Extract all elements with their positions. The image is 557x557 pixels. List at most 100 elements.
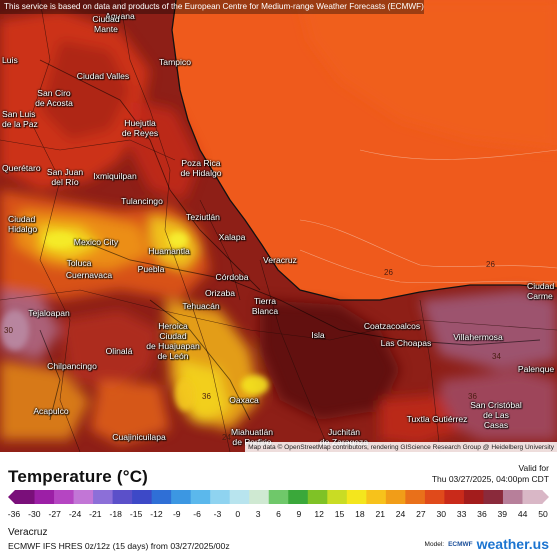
map-attribution: Map data © OpenStreetMap contributors, r… [245, 442, 557, 452]
colorbar-tick-label: 39 [497, 509, 508, 519]
colorbar-segment [288, 490, 309, 504]
colorbar-segment [190, 490, 211, 504]
city-label[interactable]: Tuxtla Gutiérrez [406, 414, 468, 424]
temperature-colorbar [8, 490, 549, 504]
city-label[interactable]: Poza Rica de Hidalgo [180, 158, 222, 178]
model-run: ECMWF IFS HRES 0z/12z (15 days) from 03/… [8, 541, 230, 551]
colorbar-tick-label: 27 [416, 509, 426, 519]
city-label[interactable]: Mexico City [73, 237, 119, 247]
isotherm-label: 36 [202, 392, 211, 401]
city-label[interactable]: Heroica Ciudad de Huajuapan de León [146, 321, 200, 361]
colorbar-tick-label: 15 [334, 509, 345, 519]
city-label[interactable]: Ciudad Carme [527, 281, 555, 301]
colorbar-tick-label: -27 [48, 509, 61, 519]
city-label[interactable]: San Luis de la Paz [2, 109, 38, 129]
city-label[interactable]: Ciudad Hidalgo [8, 214, 38, 234]
city-label[interactable]: Córdoba [215, 272, 249, 282]
city-label[interactable]: Xalapa [218, 232, 246, 242]
colorbar-tick-label: -36 [7, 509, 21, 519]
city-label[interactable]: Puebla [137, 264, 165, 274]
colorbar-min-arrow [8, 490, 15, 504]
colorbar-tick-label: 12 [314, 509, 324, 519]
colorbar-tick-label: 9 [296, 509, 302, 519]
colorbar-max-arrow [542, 490, 549, 504]
city-label[interactable]: Tulancingo [121, 196, 163, 206]
city-label[interactable]: Oaxaca [229, 395, 259, 405]
gulf-warm-area [300, 0, 557, 150]
city-label[interactable]: Tejaloapan [28, 308, 70, 318]
city-label[interactable]: Ixmiquilpan [93, 171, 137, 181]
city-label[interactable]: Tehuacán [182, 301, 220, 311]
city-label[interactable]: Querétaro [2, 163, 41, 173]
colorbar-tick-label: 0 [235, 509, 241, 519]
city-label[interactable]: Cuajinicuilapa [112, 432, 166, 442]
colorbar-segment [463, 490, 485, 504]
city-label[interactable]: Ciudad Valles [76, 71, 130, 81]
city-label[interactable]: Tampico [159, 57, 191, 67]
colorbar-segment [93, 490, 114, 504]
city-label[interactable]: Luis [2, 55, 18, 65]
isotherms [299, 149, 557, 283]
city-label[interactable]: Huamantla [148, 246, 190, 256]
colorbar-segment [171, 490, 192, 504]
city-label[interactable]: Veracruz [263, 255, 297, 265]
colorbar-segment [15, 490, 36, 504]
roads [39, 59, 541, 421]
map-canvas [0, 0, 557, 452]
city-label[interactable]: San Ciro de Acosta [35, 88, 73, 108]
city-label[interactable]: Isla [311, 330, 325, 340]
city-label[interactable]: Villahermosa [453, 332, 503, 342]
colorbar-segment [268, 490, 289, 504]
city-label[interactable]: Teziutlán [186, 212, 220, 222]
colorbar-segment [249, 490, 270, 504]
colorbar-tick-label: -30 [28, 509, 41, 519]
city-label[interactable]: Orizaba [204, 288, 236, 298]
colorbar-tick-label: 50 [538, 509, 548, 519]
valid-datetime: Thu 03/27/2025, 04:00pm CDT [431, 474, 549, 484]
colorbar-tick-label: 24 [395, 509, 406, 519]
valid-time: Valid for Thu 03/27/2025, 04:00pm CDT [432, 463, 549, 485]
colorbar-ticks: -36 -30 -27 -24 -21 -18 -15 -12 -9 -6 -3 0 3 6 9 12 15 18… [8, 509, 548, 521]
city-label[interactable]: Chilpancingo [47, 361, 97, 371]
city-label[interactable]: Tierra Blanca [251, 296, 279, 316]
hot-spots [1, 232, 269, 411]
colorbar-segment [132, 490, 153, 504]
colorbar-segment [210, 490, 231, 504]
colorbar-tick-label: -15 [129, 509, 143, 519]
region-name: Veracruz [8, 527, 48, 538]
isotherm-label: 34 [492, 352, 501, 361]
colorbar-tick-label: -6 [193, 509, 201, 519]
colorbar-segment [327, 490, 348, 504]
city-label[interactable]: Las Choapas [380, 338, 432, 348]
colorbar-tick-label: 36 [477, 509, 487, 519]
isotherm-label: 30 [4, 326, 13, 335]
city-label[interactable]: Acapulco [33, 406, 69, 416]
colorbar-tick-label: -12 [150, 509, 163, 519]
colorbar-segment [112, 490, 133, 504]
isotherm-label: 24 [222, 433, 231, 442]
colorbar-tick-label: 18 [355, 509, 365, 519]
city-label[interactable]: San Juan del Río [46, 167, 84, 187]
colorbar-segment [229, 490, 250, 504]
city-label[interactable]: Ciudad Mante [92, 14, 120, 34]
city-label[interactable]: Aguana [105, 11, 135, 21]
colorbar-tick-label: 21 [375, 509, 385, 519]
ecmwf-notice: This service is based on data and produc… [0, 0, 424, 14]
branding[interactable]: Model: ECMWF weather.us [425, 533, 549, 555]
colorbar-tick-label: -18 [109, 509, 122, 519]
colorbar-segment [73, 490, 94, 504]
city-label[interactable]: Cuernavaca [65, 270, 113, 280]
city-label[interactable]: Coatzacoalcos [363, 321, 421, 331]
colorbar-tick-label: -3 [213, 509, 222, 519]
ecmwf-logo[interactable]: ECMWF [448, 540, 473, 548]
weather-us-logo[interactable]: weather.us [476, 536, 549, 552]
city-label[interactable]: Toluca [66, 258, 92, 268]
city-label[interactable]: San Cristóbal de Las Casas [470, 400, 522, 430]
coastline [171, 0, 557, 301]
city-label[interactable]: Huejutla de Reyes [121, 118, 159, 138]
colorbar-segment [307, 490, 328, 504]
temperature-map[interactable]: This service is based on data and produc… [0, 0, 557, 452]
valid-label: Valid for [518, 463, 549, 473]
city-label[interactable]: Olinalá [105, 346, 133, 356]
city-label[interactable]: Palenque [517, 364, 555, 374]
